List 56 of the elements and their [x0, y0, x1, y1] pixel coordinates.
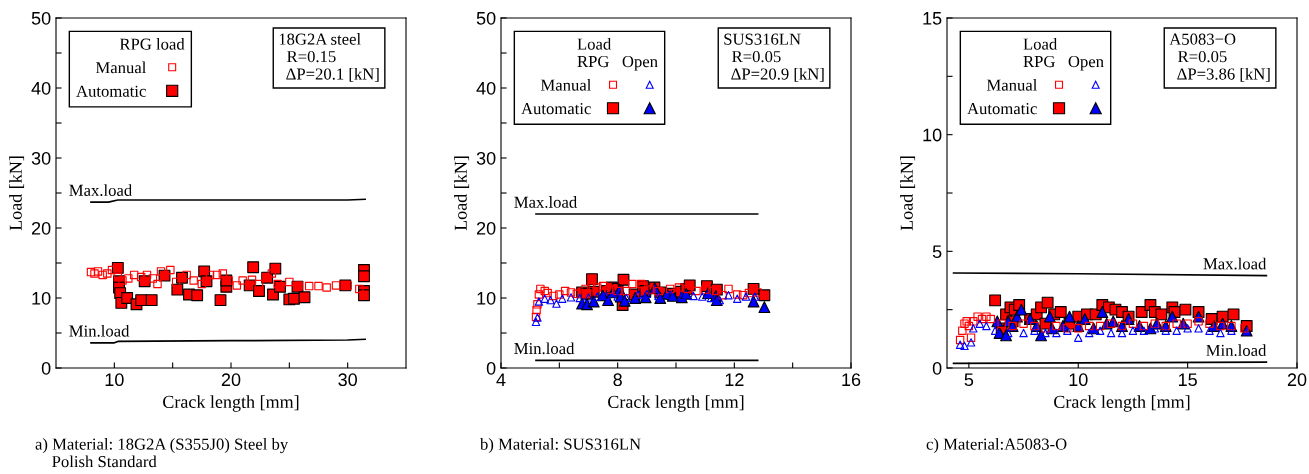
x-tick-label: 16 [842, 373, 861, 387]
annotation: Min.load [514, 342, 575, 355]
y-tick-label: 50 [31, 11, 51, 25]
legend-label: Manual [540, 78, 592, 91]
y-tick-label: 10 [477, 291, 496, 305]
annotation: A5083−O R=0.05 ΔP=3.86 [kN] [1169, 33, 1270, 82]
x-tick-label: 12 [725, 373, 744, 386]
legend-label: Automatic [967, 103, 1037, 115]
x-tick-label: 10 [1069, 373, 1088, 387]
legend-title: Load [1023, 38, 1058, 50]
annotation: Min.load [69, 324, 130, 337]
annotation: Min.load [1206, 344, 1267, 357]
x-tick-label: 4 [496, 373, 506, 386]
y-tick-label: 40 [31, 81, 51, 95]
y-axis-title: Load [kN] [900, 156, 916, 231]
x-tick-label: 15 [1178, 373, 1197, 387]
x-tick-label: 20 [221, 373, 241, 387]
annotation: 18G2A steel R=0.15 ΔP=20.1 [kN] [279, 33, 379, 82]
legend-label: Automatic [76, 85, 146, 97]
x-axis-title: Crack length [mm] [608, 395, 744, 412]
y-tick-label: 5 [932, 245, 942, 259]
text: a) Material: 18G2A (S355J0) Steel by Polish Standard [35, 438, 289, 468]
x-tick-label: 20 [1287, 373, 1307, 387]
x-tick-label: 30 [338, 373, 357, 387]
y-tick-label: 20 [476, 221, 496, 235]
text: RPG Open [577, 55, 658, 71]
y-tick-label: 10 [32, 291, 51, 305]
legend-title: Load [577, 38, 612, 50]
annotation: Max.load [69, 184, 132, 197]
text: RPG Open [1023, 55, 1104, 71]
y-tick-label: 15 [923, 12, 942, 25]
y-axis-title: Load [kN] [9, 156, 25, 231]
legend-label: Automatic [521, 103, 591, 115]
y-tick-label: 50 [476, 11, 496, 25]
text: c) Material:A5083-O [926, 438, 1067, 454]
annotation: SUS316LN R=0.05 ΔP=20.9 [kN] [724, 33, 824, 82]
x-axis-title: Crack length [mm] [163, 395, 299, 412]
y-tick-label: 20 [31, 221, 51, 235]
x-tick-label: 8 [613, 373, 622, 387]
x-tick-label: 10 [105, 373, 124, 387]
annotation: Max.load [514, 196, 577, 208]
legend-title: RPG load [119, 38, 185, 50]
legend-label: Manual [986, 78, 1038, 91]
annotation: Max.load [1203, 257, 1267, 270]
y-tick-label: 40 [476, 81, 496, 95]
y-tick-label: 30 [31, 151, 51, 165]
x-tick-label: 5 [964, 373, 974, 387]
y-axis-title: Load [kN] [454, 156, 470, 231]
x-axis-title: Crack length [mm] [1054, 395, 1190, 412]
y-tick-label: 0 [932, 361, 942, 375]
y-tick-label: 10 [923, 128, 942, 142]
legend-label: Manual [95, 61, 147, 74]
y-tick-label: 0 [41, 361, 51, 375]
text: b) Material: SUS316LN [480, 438, 641, 454]
y-tick-label: 30 [476, 151, 496, 165]
y-tick-label: 0 [486, 361, 496, 375]
